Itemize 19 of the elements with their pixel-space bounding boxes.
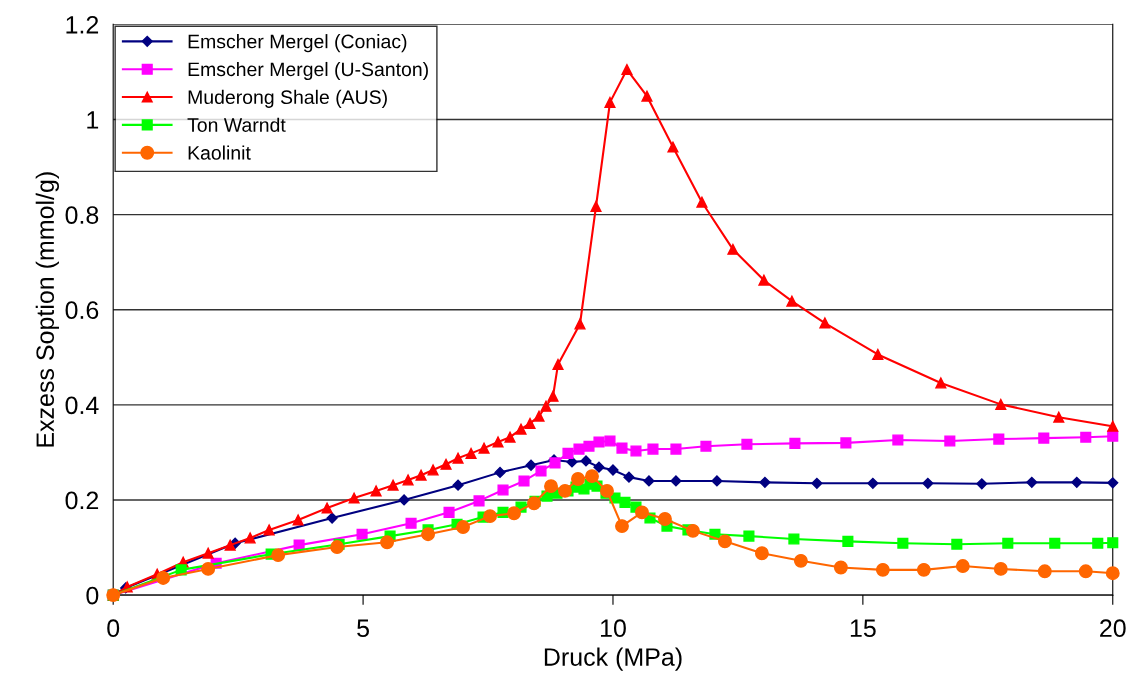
legend-label: Muderong Shale (AUS) (188, 89, 387, 108)
x-axis-title: Druck (MPa) (544, 647, 682, 671)
x-tick-label: 10 (600, 619, 626, 638)
y-tick-label: 0.8 (65, 206, 99, 224)
x-tick-label: 5 (357, 619, 369, 638)
y-tick-label: 0 (86, 586, 99, 605)
legend-label: Emscher Mergel (Coniac) (188, 34, 407, 53)
x-tick-label: 0 (107, 619, 120, 638)
legend-label: Emscher Mergel (U-Santon) (188, 61, 428, 81)
x-tick-label: 20 (1100, 619, 1126, 638)
y-tick-label: 1.2 (66, 15, 99, 34)
y-tick-label: 0.4 (65, 396, 99, 415)
y-tick-label: 1 (87, 111, 99, 129)
legend-label: Kaolinit (188, 145, 251, 160)
legend-label: Ton Warndt (187, 117, 286, 132)
y-tick-label: 0.6 (65, 301, 99, 320)
y-tick-label: 0.2 (65, 491, 99, 510)
y-axis-title: Exzess Soption (mmol/g) (35, 172, 60, 447)
x-tick-label: 15 (850, 619, 876, 638)
